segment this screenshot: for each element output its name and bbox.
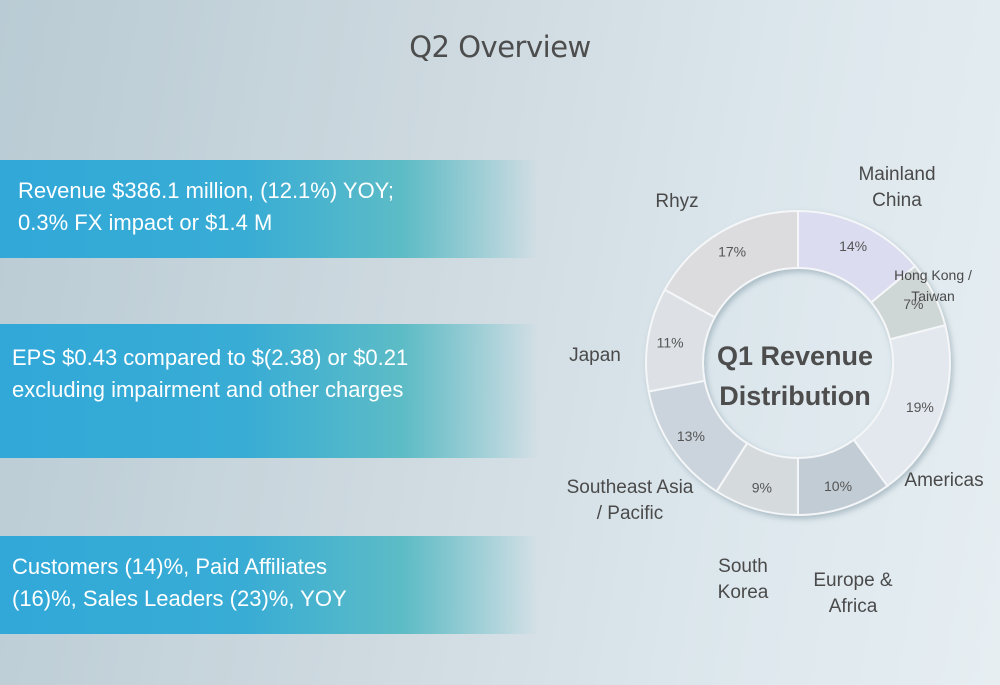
bullet-band-revenue: Revenue $386.1 million, (12.1%) YOY; 0.3… xyxy=(0,160,538,258)
slice-category-label: South Korea xyxy=(718,556,769,603)
slice-value-label: 19% xyxy=(906,399,934,415)
slide-title: Q2 Overview xyxy=(409,30,591,64)
bullet-band-customers: Customers (14)%, Paid Affiliates (16)%, … xyxy=(0,536,538,634)
slice-value-label: 10% xyxy=(824,478,852,494)
slice-category-label: Rhyz xyxy=(655,191,698,212)
slice-category-label-line: Mainland xyxy=(858,164,935,185)
slice-value-label: 14% xyxy=(839,238,867,254)
slice-category-label-line: Southeast Asia xyxy=(567,477,694,498)
slice-category-label: Americas xyxy=(904,470,983,491)
slice-value-label: 13% xyxy=(677,428,705,444)
bullet-line: (16)%, Sales Leaders (23)%, YOY xyxy=(12,586,347,611)
slice-category-label-line: Europe & xyxy=(813,570,893,591)
slice-category-label-line: Hong Kong / xyxy=(894,267,972,283)
slice-category-label-line: Japan xyxy=(569,345,621,366)
slice-category-label-line: China xyxy=(872,190,922,211)
bullet-line: Customers (14)%, Paid Affiliates xyxy=(12,554,328,579)
slice-value-label: 9% xyxy=(752,479,772,495)
slice-category-label: Europe & Africa xyxy=(813,570,893,617)
slice-category-label-line: South xyxy=(718,556,768,577)
chart-title-line: Q1 Revenue xyxy=(717,341,873,371)
chart-title-line: Distribution xyxy=(719,381,870,411)
slice-category-label-line: Taiwan xyxy=(911,288,955,304)
slice-category-label-line: Americas xyxy=(904,470,983,491)
revenue-donut-chart: 14% 7% 19% 10% 9% 13% 11% 17% Mainland China Hong… xyxy=(567,164,984,617)
slice-value-label: 7% xyxy=(903,296,923,312)
donut-slice xyxy=(663,209,799,319)
slice-category-label-line: Korea xyxy=(718,582,769,603)
slice-category-label: Southeast Asia / Pacific xyxy=(567,477,694,524)
bullet-line: 0.3% FX impact or $1.4 M xyxy=(18,210,273,235)
bullet-line: excluding impairment and other charges xyxy=(12,377,404,402)
bullet-line: Revenue $386.1 million, (12.1%) YOY; xyxy=(18,178,395,203)
slice-category-label-line: Rhyz xyxy=(655,191,698,212)
slice-category-label: Hong Kong / Taiwan xyxy=(894,267,972,304)
slice-value-label: 11% xyxy=(657,335,684,351)
slice-category-label-line: / Pacific xyxy=(597,503,664,524)
bullet-line: EPS $0.43 compared to $(2.38) or $0.21 xyxy=(12,345,409,370)
bullet-band-eps: EPS $0.43 compared to $(2.38) or $0.21 e… xyxy=(0,324,538,458)
slice-category-label-line: Africa xyxy=(829,596,878,617)
slice-value-label: 17% xyxy=(718,244,746,260)
slice-category-label: Mainland China xyxy=(858,164,935,211)
slice-category-label: Japan xyxy=(569,345,621,366)
